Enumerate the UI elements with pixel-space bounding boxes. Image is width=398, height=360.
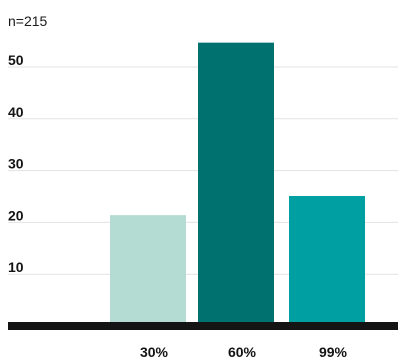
y-tick-label-30: 30 (8, 156, 24, 172)
y-tick-label-50: 50 (8, 52, 24, 68)
bar-30pct (110, 215, 186, 326)
y-tick-label-40: 40 (8, 104, 24, 120)
bar-99pct (289, 195, 365, 326)
sample-size-note: n=215 (8, 13, 48, 29)
bar-60pct (198, 42, 274, 327)
baseline-axis (8, 322, 398, 330)
x-tick-label-99pct: 99% (319, 344, 348, 360)
x-tick-label-60pct: 60% (228, 344, 257, 360)
y-tick-label-20: 20 (8, 207, 24, 223)
y-tick-label-10: 10 (8, 259, 24, 275)
bars (110, 42, 365, 327)
x-tick-label-30pct: 30% (140, 344, 169, 360)
x-tick-labels: 30% 60% 99% (140, 344, 348, 360)
y-tick-labels: 10 20 30 40 50 (8, 52, 24, 275)
